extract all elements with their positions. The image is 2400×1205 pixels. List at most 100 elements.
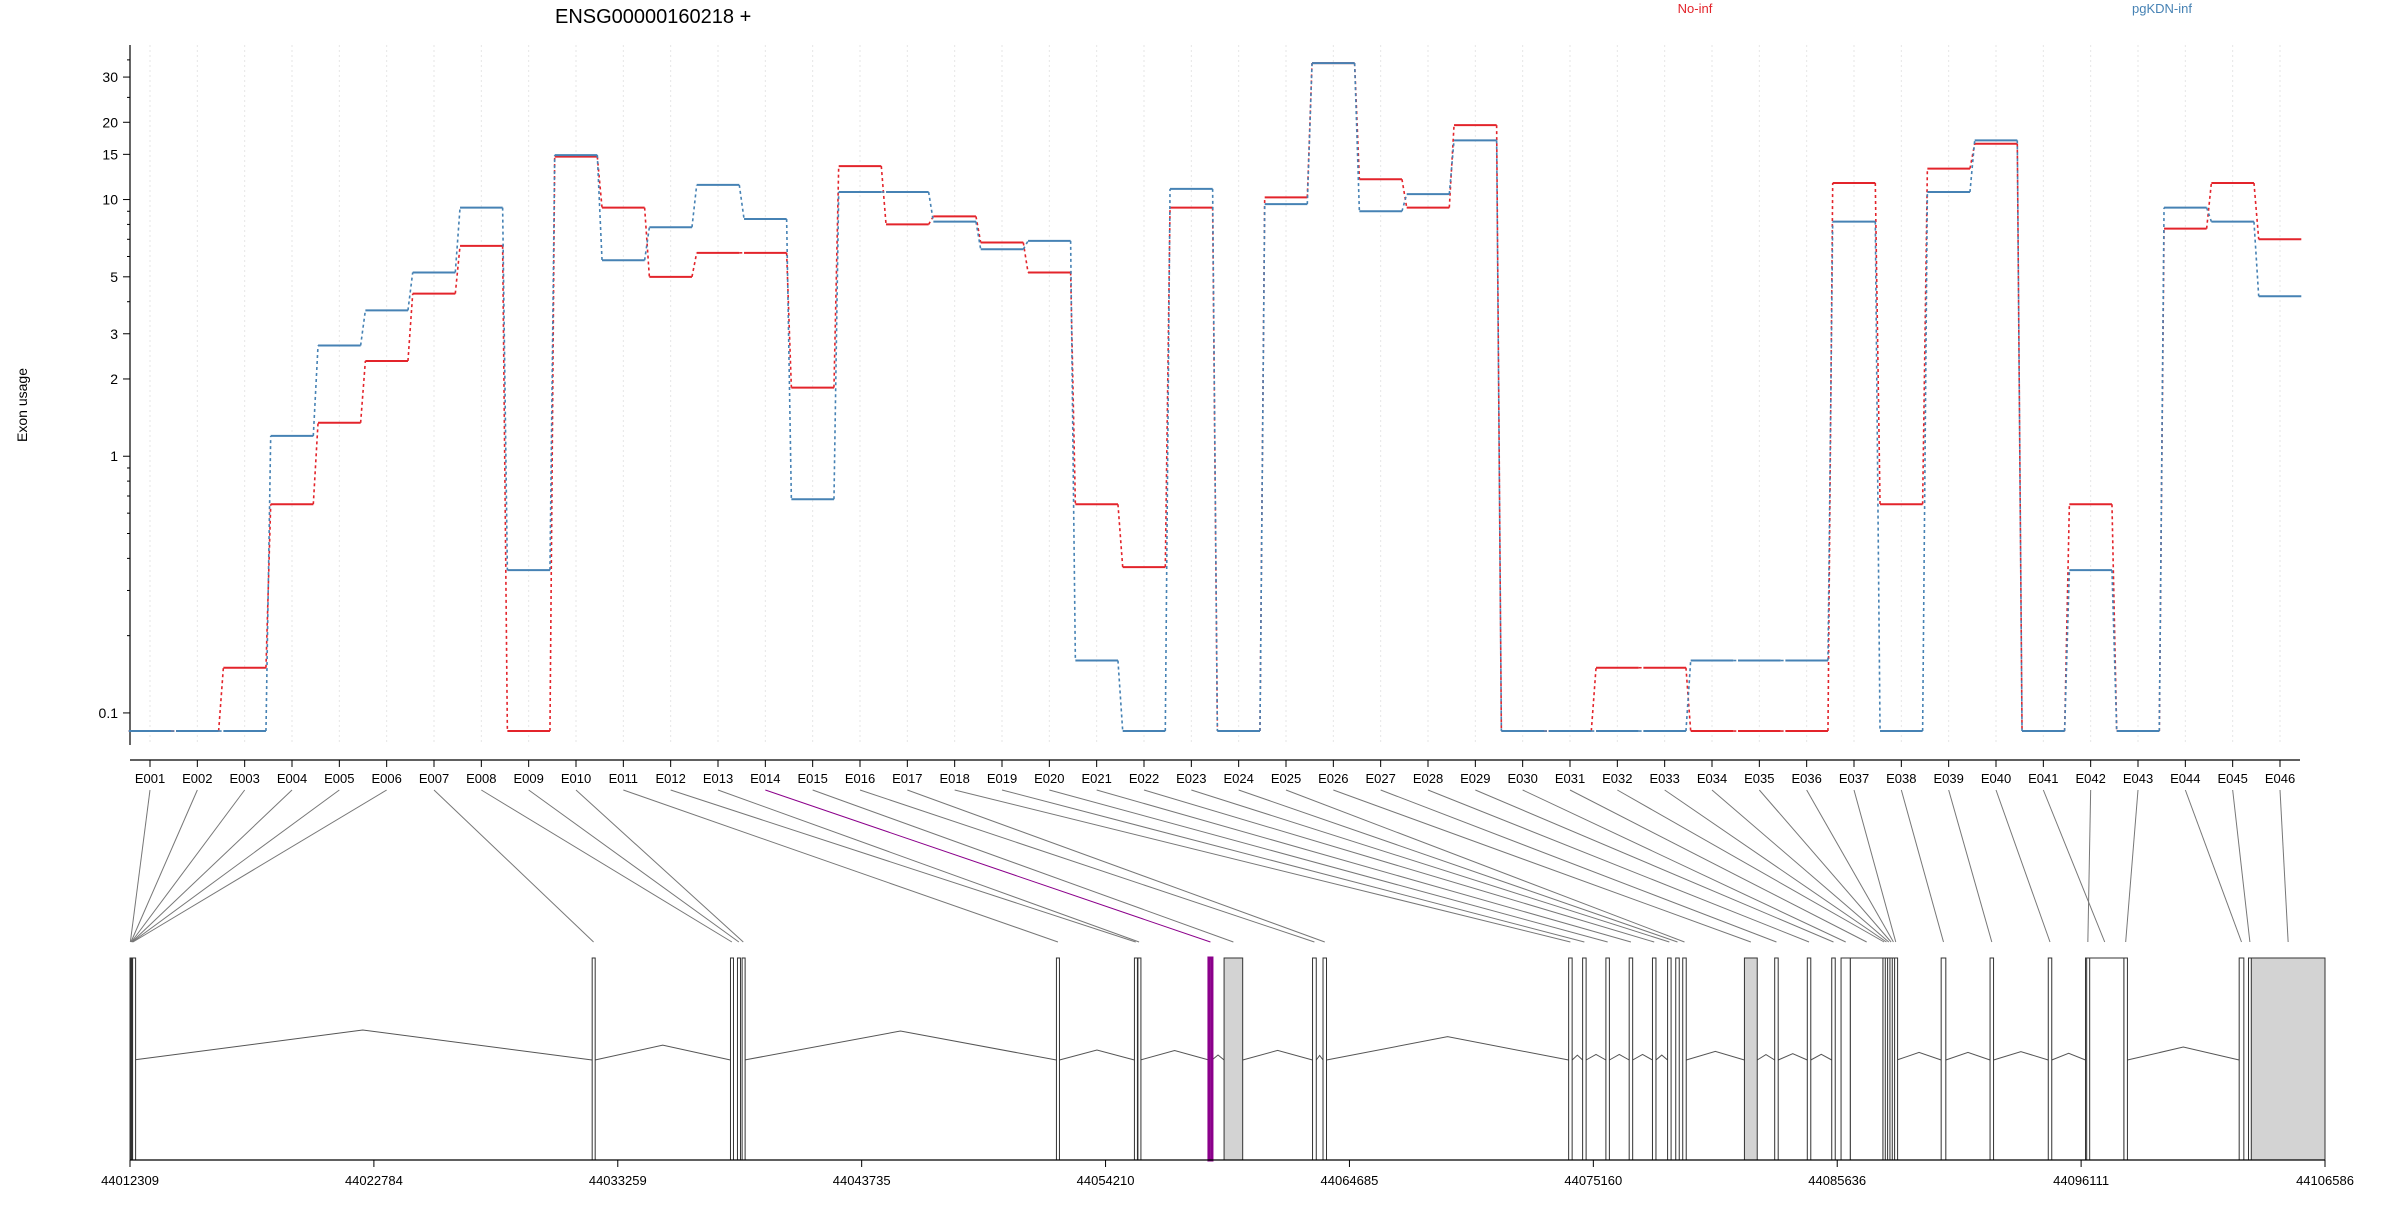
exon-connector xyxy=(1806,789,1894,943)
exon-connector xyxy=(1333,789,1752,943)
series-connector xyxy=(2205,207,2213,222)
x-tick-label: E023 xyxy=(1176,771,1206,786)
x-tick-label: E039 xyxy=(1933,771,1963,786)
series-connector xyxy=(454,245,461,294)
intron xyxy=(1242,1049,1313,1061)
series-connector xyxy=(975,216,982,243)
exon-connector xyxy=(2125,789,2139,943)
coord-tick-label: 44033259 xyxy=(589,1173,647,1188)
x-tick-label: E025 xyxy=(1271,771,1301,786)
exon-box xyxy=(2238,957,2245,1161)
exon-connector xyxy=(859,789,1315,943)
intron xyxy=(1655,1054,1668,1061)
exon-connector xyxy=(433,789,594,943)
exon-box xyxy=(1840,957,1851,1161)
intron xyxy=(1896,1051,1942,1061)
x-tick-label: E027 xyxy=(1365,771,1395,786)
intron xyxy=(1686,1050,1745,1061)
series-connector xyxy=(1117,660,1124,732)
intron xyxy=(1777,1053,1808,1061)
exon-box xyxy=(1675,957,1680,1161)
exon-box xyxy=(729,957,734,1161)
exon-connector xyxy=(765,789,1211,943)
coord-tick-label: 44012309 xyxy=(101,1173,159,1188)
exon-connector xyxy=(129,789,151,943)
series-connector xyxy=(1401,193,1408,212)
series-connector xyxy=(1117,504,1124,568)
x-tick-label: E029 xyxy=(1460,771,1490,786)
exon-connector xyxy=(1711,789,1890,943)
y-tick-label: 0.1 xyxy=(99,705,119,721)
x-tick-label: E020 xyxy=(1034,771,1064,786)
exon-connector xyxy=(2279,789,2289,943)
series-connector xyxy=(2063,504,2071,732)
intron xyxy=(1059,1049,1135,1061)
x-tick-label: E024 xyxy=(1223,771,1253,786)
series-connector xyxy=(2111,504,2118,732)
intron xyxy=(1211,1054,1225,1061)
intron xyxy=(1945,1051,1991,1061)
exon-connector xyxy=(907,789,1325,943)
series-connector xyxy=(833,166,840,388)
exon-connector xyxy=(670,789,1136,943)
exon-connector xyxy=(1191,789,1670,943)
exon-connector xyxy=(131,789,246,943)
intron xyxy=(1571,1054,1583,1061)
exon-connector xyxy=(1569,789,1867,943)
x-tick-label: E008 xyxy=(466,771,496,786)
series-connector xyxy=(501,245,509,732)
series-connector xyxy=(1401,179,1408,208)
series-connector xyxy=(407,272,414,311)
series-connector xyxy=(1353,63,1361,212)
series-connector xyxy=(1685,660,1692,732)
x-tick-label: E016 xyxy=(845,771,875,786)
x-tick-label: E013 xyxy=(703,771,733,786)
series-connector xyxy=(738,184,745,220)
intron xyxy=(1609,1053,1630,1061)
series-connector xyxy=(880,166,887,225)
gene-model xyxy=(129,956,2326,1162)
exon-box xyxy=(2086,957,2091,1161)
series-connector xyxy=(596,156,603,208)
intron xyxy=(1140,1049,1210,1061)
exon-box xyxy=(1806,957,1812,1161)
exon-connector xyxy=(1285,789,1685,943)
x-tick-label: E010 xyxy=(561,771,591,786)
series-connector xyxy=(2158,207,2165,732)
intron xyxy=(2127,1046,2240,1061)
exon-connector xyxy=(1427,789,1810,943)
exon-connector xyxy=(954,789,1571,943)
exon-connector xyxy=(528,789,740,943)
exon-box xyxy=(1137,957,1142,1161)
series-connector xyxy=(1827,221,1834,661)
series-connector xyxy=(1211,188,1219,732)
series-connector xyxy=(2253,182,2260,240)
x-tick-label: E042 xyxy=(2075,771,2105,786)
intron xyxy=(1756,1054,1775,1061)
coord-tick-label: 44096111 xyxy=(2053,1173,2109,1188)
series-connector xyxy=(1164,188,1171,732)
exon-box xyxy=(1628,957,1634,1161)
intron xyxy=(1326,1036,1569,1061)
series-connector xyxy=(2016,143,2023,732)
intron xyxy=(2051,1052,2086,1061)
exon-connector xyxy=(2087,789,2092,943)
x-tick-label: E011 xyxy=(609,771,638,786)
series-connector xyxy=(975,221,982,250)
genomic-coordinate-axis: 44012309 44022784 44033259 44043735 44054210… xyxy=(101,1159,2354,1188)
x-tick-label: E031 xyxy=(1555,771,1585,786)
x-tick-label: E028 xyxy=(1413,771,1443,786)
coord-tick-label: 44085636 xyxy=(1808,1173,1866,1188)
x-tick-label: E030 xyxy=(1507,771,1537,786)
series-connector xyxy=(927,191,935,222)
series-connector xyxy=(691,184,698,228)
x-tick-label: E037 xyxy=(1839,771,1869,786)
coord-tick-label: 44075160 xyxy=(1564,1173,1622,1188)
x-axis: E001 E002 E003 E004 E005 E006 E007 E008 E009 E010… xyxy=(130,759,2300,786)
x-tick-label: E001 xyxy=(135,771,165,786)
exon-connector xyxy=(1096,789,1632,943)
series-connector xyxy=(1495,125,1503,732)
exon-box xyxy=(1774,957,1779,1161)
y-tick-label: 15 xyxy=(102,146,118,162)
exon-box xyxy=(1133,957,1138,1161)
